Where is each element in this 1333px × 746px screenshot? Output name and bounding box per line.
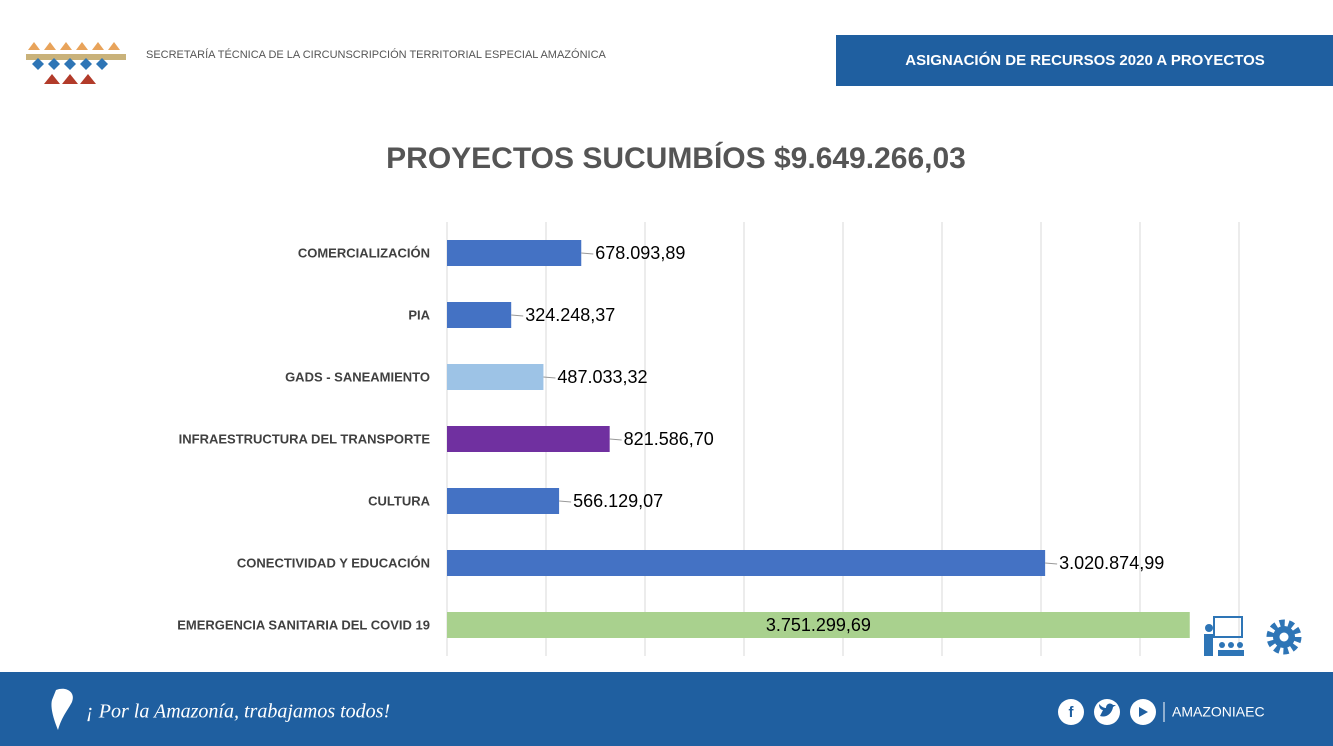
banner [836,35,1333,86]
leader-line [581,252,594,255]
category-label: COMERCIALIZACIÓN [298,245,430,260]
bar [447,426,610,452]
bar [447,240,582,266]
leader-line [559,500,572,503]
plot: COMERCIALIZACIÓN 678.093,89 PIA 324.248,37 G… [177,222,1240,656]
leader-line [543,376,556,379]
bar [447,612,1190,638]
value-label: 566.129,07 [573,491,663,511]
slogan: ¡ Por la Amazonía, trabajamos todos! [86,701,390,723]
logo [26,42,126,84]
presenter-icon [1204,616,1244,656]
banner-text: ASIGNACIÓN DE RECURSOS 2020 A PROYECTOS [905,51,1265,69]
org-name: SECRETARÍA TÉCNICA DE LA CIRCUNSCRIPCIÓN… [146,48,607,61]
youtube-glyph [1139,707,1148,717]
value-label: 324.248,37 [525,305,615,325]
category-label: CONECTIVIDAD Y EDUCACIÓN [237,555,430,570]
category-label: PIA [408,307,430,322]
category-label: INFRAESTRUCTURA DEL TRANSPORTE [179,431,431,446]
leader-line [1045,562,1058,565]
settings-icon [1266,619,1302,655]
bar [447,550,1046,576]
category-label: GADS - SANEAMIENTO [285,369,430,384]
category-label: EMERGENCIA SANITARIA DEL COVID 19 [177,617,430,632]
twitter-glyph [1099,703,1116,717]
value-label: 3.020.874,99 [1059,553,1164,573]
bar [447,488,560,514]
value-label: 487.033,32 [557,367,647,387]
leader-line [511,314,524,317]
value-label: 678.093,89 [595,243,685,263]
map-icon [51,688,73,730]
facebook-glyph: f [1069,704,1075,721]
handle: AMAZONIAEC [1172,704,1265,720]
chart-title: PROYECTOS SUCUMBÍOS $9.649.266,03 [386,141,966,175]
bar [447,302,512,328]
bar [447,364,544,390]
value-label: 821.586,70 [624,429,714,449]
category-label: CULTURA [368,493,430,508]
leader-line [609,438,622,441]
facebook-icon[interactable] [1058,699,1084,725]
value-label: 3.751.299,69 [766,615,871,635]
